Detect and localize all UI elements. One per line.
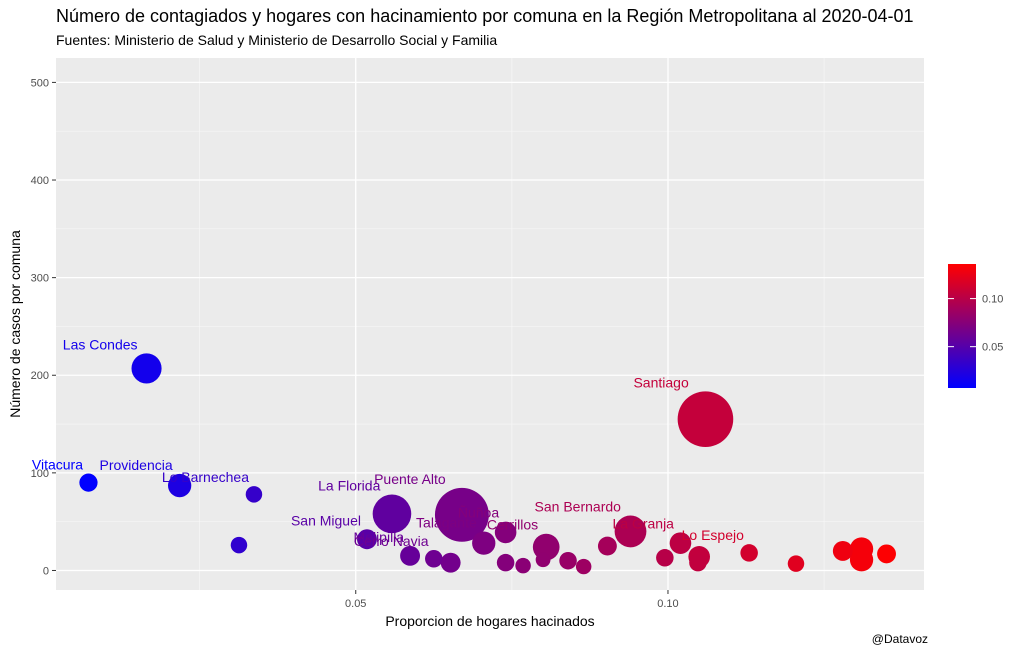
- point-label: Puente Alto: [374, 471, 446, 487]
- data-point: [535, 552, 551, 568]
- colorbar-tick-label: 0.05: [982, 342, 1003, 354]
- x-axis: 0.05 0.10: [345, 590, 679, 610]
- point-label: Ñuñoa: [458, 505, 499, 521]
- point-label: Talagante: [416, 514, 477, 530]
- caption: @Datavoz: [871, 632, 928, 646]
- data-point: [614, 515, 647, 548]
- data-point: [740, 544, 758, 562]
- data-point: [877, 544, 896, 564]
- data-point: [575, 558, 592, 575]
- chart-subtitle: Fuentes: Ministerio de Salud y Ministeri…: [56, 32, 498, 48]
- data-point: [597, 536, 617, 556]
- x-tick-label: 0.10: [657, 598, 678, 610]
- plot-panel: [56, 58, 924, 590]
- point-label: Cerro Navia: [354, 533, 429, 549]
- data-point: [245, 486, 263, 503]
- y-tick-label: 100: [31, 468, 49, 480]
- y-axis: 0 100 200 300 400 500: [31, 77, 56, 577]
- point-label: Las Condes: [63, 336, 138, 352]
- colorbar-gradient: [948, 264, 976, 388]
- point-label: San Miguel: [291, 512, 361, 528]
- data-point: [425, 550, 443, 568]
- points-layer: [79, 353, 896, 575]
- data-point: [677, 391, 734, 447]
- y-tick-label: 500: [31, 77, 49, 89]
- data-point: [849, 548, 874, 572]
- data-point: [440, 552, 461, 573]
- colorbar-tick-label: 0.10: [982, 294, 1003, 306]
- data-point: [357, 529, 377, 550]
- point-label: Lo Barnechea: [162, 469, 249, 485]
- grid-major: [56, 58, 924, 590]
- data-point: [131, 353, 162, 384]
- grid-minor: [56, 58, 924, 590]
- x-axis-title: Proporcion de hogares hacinados: [385, 613, 594, 629]
- point-label: San Bernardo: [535, 499, 622, 515]
- point-label: Melipilla: [354, 529, 405, 545]
- data-point: [689, 553, 707, 572]
- data-point: [656, 549, 674, 567]
- data-point: [167, 473, 192, 498]
- data-point: [669, 532, 692, 554]
- data-point: [79, 473, 98, 492]
- data-point: [787, 555, 805, 572]
- point-label: La Florida: [318, 478, 380, 494]
- point-label: Lo Espejo: [682, 527, 744, 543]
- y-tick-label: 400: [31, 175, 49, 187]
- data-point: [832, 541, 853, 561]
- y-tick-label: 300: [31, 273, 49, 285]
- data-point: [494, 521, 517, 544]
- point-label: Santiago: [633, 374, 688, 390]
- point-label: Vitacura: [32, 457, 83, 473]
- data-point: [230, 536, 248, 554]
- point-label: La Granja: [612, 515, 674, 531]
- point-label: Cerrillos: [487, 517, 538, 533]
- point-label: Providencia: [99, 457, 172, 473]
- data-point: [559, 551, 577, 570]
- data-point: [434, 487, 489, 542]
- chart-title: Número de contagiados y hogares con haci…: [56, 6, 914, 26]
- data-point: [496, 553, 515, 572]
- y-tick-label: 200: [31, 370, 49, 382]
- data-point: [515, 557, 531, 574]
- x-tick-label: 0.05: [345, 598, 366, 610]
- data-point: [400, 545, 421, 566]
- color-legend: 0.05 0.10: [948, 264, 1003, 388]
- data-point: [372, 494, 412, 534]
- data-point: [472, 531, 496, 555]
- y-tick-label: 0: [43, 565, 49, 577]
- y-axis-title: Número de casos por comuna: [7, 230, 23, 418]
